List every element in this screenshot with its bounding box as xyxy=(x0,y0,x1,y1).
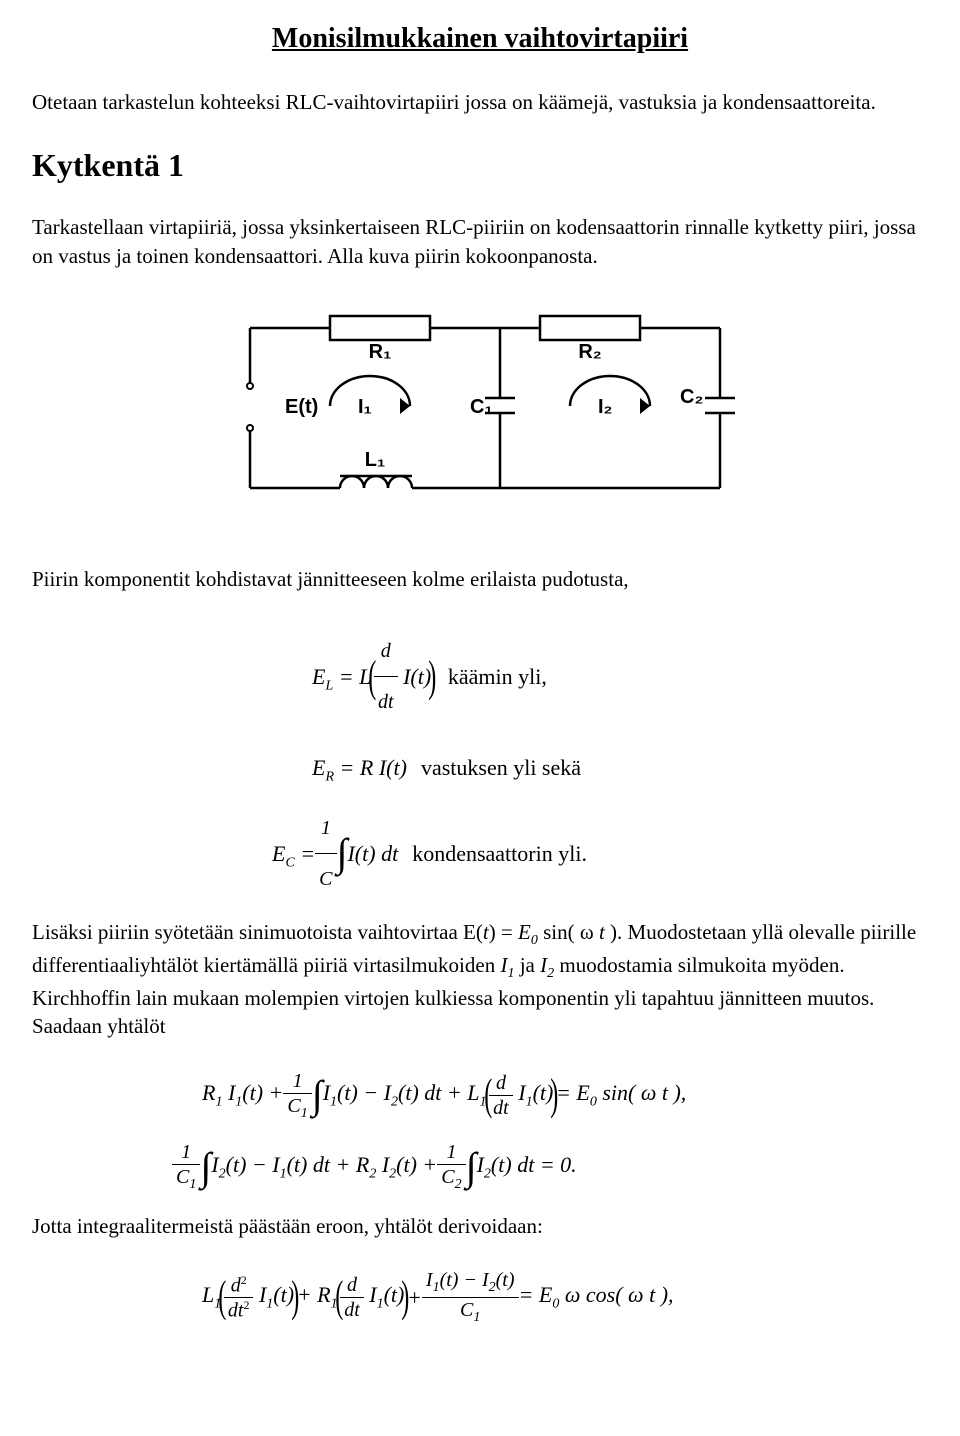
svg-text:I₂: I₂ xyxy=(598,396,612,418)
para-komponentit: Piirin komponentit kohdistavat jännittee… xyxy=(32,565,928,593)
equation-derivative-1: L1 ( d2dt2 I1(t) ) + R1 ( ddt I1(t) ) + … xyxy=(202,1268,928,1327)
equation-kirchhoff-1: R1 I1(t) + 1C1 ∫ I1(t) − I2(t) dt + L1 (… xyxy=(202,1069,928,1123)
svg-text:I₁: I₁ xyxy=(358,396,372,418)
heading-kytkenta-1: Kytkentä 1 xyxy=(32,144,928,187)
circuit-diagram: R₁ R₂ E(t) I₁ C₁ I₂ C₂ L₁ xyxy=(32,298,928,535)
equation-kirchhoff-2: 1C1 ∫ I2(t) − I1(t) dt + R2 I2(t) + 1C2 … xyxy=(172,1140,928,1194)
para-sinimuotoinen: Lisäksi piiriin syötetään sinimuotoista … xyxy=(32,918,928,1041)
svg-text:C₁: C₁ xyxy=(470,396,493,418)
svg-text:R₂: R₂ xyxy=(578,341,601,363)
svg-text:R₁: R₁ xyxy=(369,341,392,363)
svg-text:E(t): E(t) xyxy=(285,396,318,418)
svg-text:C₂: C₂ xyxy=(680,386,703,408)
svg-text:L₁: L₁ xyxy=(365,449,386,471)
para-kytkenta-description: Tarkastellaan virtapiiriä, jossa yksinke… xyxy=(32,213,928,270)
para-derivoidaan: Jotta integraalitermeistä päästään eroon… xyxy=(32,1212,928,1240)
page-title: Monisilmukkainen vaihtovirtapiiri xyxy=(32,20,928,58)
intro-paragraph: Otetaan tarkastelun kohteeksi RLC-vaihto… xyxy=(32,88,928,116)
equation-block-drops: EL = L ( ddt I(t) ) käämin yli, ER = R I… xyxy=(272,622,928,904)
